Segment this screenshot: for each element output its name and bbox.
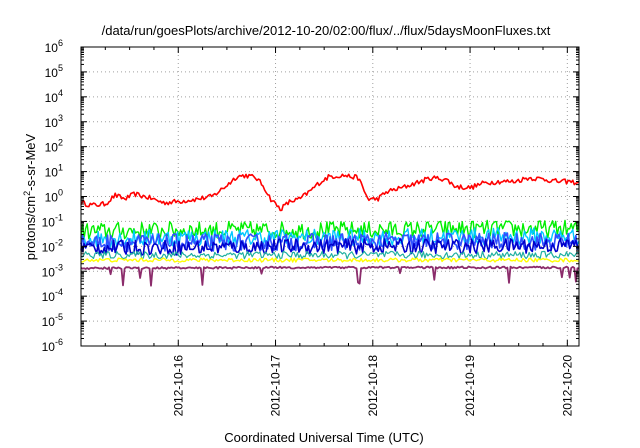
series-line xyxy=(80,265,580,287)
series-line xyxy=(81,257,580,263)
x-tick-label: 2012-10-18 xyxy=(366,355,380,417)
y-tick-label: 101 xyxy=(45,163,63,180)
y-tick-label: 10-4 xyxy=(42,287,63,304)
x-tick-label: 2012-10-16 xyxy=(171,355,185,417)
y-tick-label: 10-1 xyxy=(42,212,63,229)
series-line xyxy=(80,227,580,248)
y-tick-label: 103 xyxy=(45,113,63,130)
y-axis-ticks: 10-6 10-5 10-4 10-3 10-2 10-1 100 101 102 103 104 1… xyxy=(42,38,579,354)
y-tick-label: 102 xyxy=(45,138,63,155)
y-tick-label: 104 xyxy=(45,88,63,105)
y-tick-label: 10-6 xyxy=(42,337,63,354)
x-axis-label: Coordinated Universal Time (UTC) xyxy=(224,430,423,445)
series-line xyxy=(80,250,580,260)
y-tick-label: 10-2 xyxy=(42,237,63,254)
y-tick-label: 10-5 xyxy=(42,312,63,329)
x-axis-ticks: 2012-10-16 2012-10-17 2012-10-18 2012-10-19… xyxy=(104,47,574,417)
series-line xyxy=(80,219,580,240)
x-tick-label: 2012-10-20 xyxy=(560,355,574,417)
data-series xyxy=(80,173,580,287)
series-line xyxy=(80,238,580,256)
x-tick-label: 2012-10-19 xyxy=(463,355,477,417)
y-tick-label: 105 xyxy=(45,63,63,80)
series-line xyxy=(80,173,580,212)
y-tick-label: 10-3 xyxy=(42,262,63,279)
x-tick-label: 2012-10-17 xyxy=(269,355,283,417)
chart-title: /data/run/goesPlots/archive/2012-10-20/0… xyxy=(102,23,551,38)
y-tick-label: 100 xyxy=(45,188,63,205)
y-tick-label: 106 xyxy=(45,38,63,55)
y-axis-label: protons/cm2-s-sr-MeV xyxy=(22,133,38,260)
grid-lines xyxy=(81,46,579,347)
plot-frame xyxy=(80,46,580,347)
